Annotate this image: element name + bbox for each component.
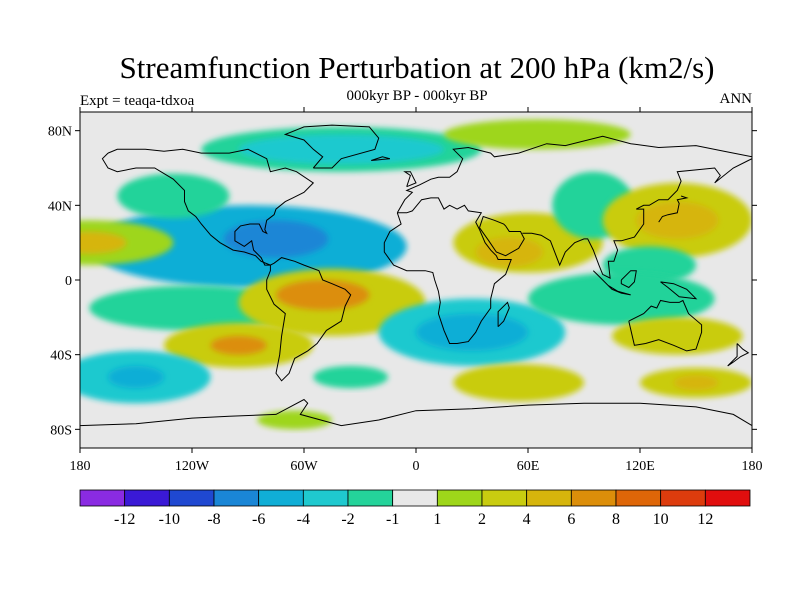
- lon-tick-label: 0: [413, 459, 420, 474]
- colorbar-label: -12: [114, 511, 135, 528]
- coastline: [403, 171, 417, 188]
- colorbar-label: 12: [697, 511, 713, 528]
- colorbar-label: 2: [478, 511, 486, 528]
- contour-region: [238, 134, 444, 165]
- coastline: [620, 270, 637, 289]
- colorbar-swatch: [436, 489, 483, 507]
- contour-region: [108, 365, 164, 389]
- lat-tick-label: 40N: [48, 199, 72, 214]
- colorbar-swatch: [481, 489, 528, 507]
- contour-region: [210, 336, 267, 355]
- colorbar-swatch: [570, 489, 617, 507]
- season-label: ANN: [719, 91, 753, 107]
- chart-subtitle: 000kyr BP - 000kyr BP: [346, 88, 488, 104]
- colorbar-label: -2: [341, 511, 354, 528]
- colorbar-label: -8: [207, 511, 220, 528]
- colorbar-swatch: [124, 489, 170, 507]
- lon-tick-label: 180: [70, 459, 91, 474]
- lon-tick-label: 120E: [625, 459, 655, 474]
- contour-region: [673, 375, 719, 391]
- lon-tick-label: 120W: [175, 459, 210, 474]
- contour-region: [223, 220, 329, 258]
- contour-fill-layer: [80, 119, 752, 430]
- contour-region: [453, 364, 584, 402]
- coastline-layer: [80, 124, 752, 427]
- coastline: [479, 215, 525, 257]
- colorbar-label: 4: [523, 511, 531, 528]
- colorbar-label: 1: [433, 511, 441, 528]
- contour-region: [117, 173, 230, 219]
- contour-region: [313, 365, 388, 389]
- lat-tick-label: 80N: [48, 125, 72, 140]
- lat-tick-label: 40S: [50, 349, 72, 364]
- coastline: [396, 135, 752, 214]
- coastline: [522, 158, 752, 279]
- colorbar-swatch: [615, 489, 662, 507]
- colorbar-swatch: [526, 489, 572, 507]
- colorbar-label: -4: [297, 511, 310, 528]
- lon-tick-label: 60E: [517, 459, 540, 474]
- coastline: [101, 148, 352, 382]
- contour-region: [276, 280, 370, 310]
- colorbar-swatch: [213, 489, 260, 507]
- contour-region: [443, 119, 631, 150]
- colorbar-label: 8: [612, 511, 620, 528]
- coastline: [727, 343, 750, 367]
- coastline: [592, 270, 631, 296]
- colorbar-label: -6: [252, 511, 265, 528]
- colorbar-label: 10: [653, 511, 669, 528]
- coastline: [283, 124, 380, 169]
- coastline: [628, 299, 703, 352]
- contour-region: [257, 410, 332, 430]
- colorbar-swatch: [704, 489, 751, 507]
- coastline: [497, 301, 510, 328]
- lat-tick-label: 0: [65, 274, 72, 289]
- contour-region: [528, 272, 715, 325]
- colorbar-label: -1: [386, 511, 399, 528]
- colorbar-label: 6: [567, 511, 575, 528]
- colorbar-swatch: [347, 489, 394, 507]
- colorbar-label: -10: [159, 511, 180, 528]
- coastline: [660, 281, 698, 300]
- colorbar-swatch: [258, 489, 304, 507]
- contour-region: [80, 231, 127, 254]
- colorbar: -12 -10 -8 -6 -4 -2 -1 1 2 4 6 8 10 12: [79, 489, 751, 528]
- lon-tick-label: 180: [742, 459, 763, 474]
- contour-region: [612, 317, 743, 355]
- coastline: [371, 156, 391, 161]
- chart-title: Streamfunction Perturbation at 200 hPa (…: [119, 50, 715, 85]
- contour-region: [475, 237, 543, 267]
- coastline: [80, 398, 752, 427]
- coastline: [658, 195, 689, 223]
- map-axes: 80N 40N 0 40S 80S 180 120W 60W 0 60E 120E 180: [48, 107, 763, 474]
- experiment-label: Expt = teaqa-tdxoa: [80, 93, 195, 109]
- coastline: [383, 197, 512, 344]
- lat-tick-label: 80S: [50, 423, 72, 438]
- colorbar-swatch: [302, 489, 349, 507]
- colorbar-swatch: [79, 489, 126, 507]
- contour-region: [636, 201, 719, 239]
- colorbar-swatch: [168, 489, 215, 507]
- contour-region: [416, 313, 528, 351]
- colorbar-swatch: [392, 489, 438, 507]
- lon-tick-label: 60W: [290, 459, 318, 474]
- colorbar-swatch: [660, 489, 706, 507]
